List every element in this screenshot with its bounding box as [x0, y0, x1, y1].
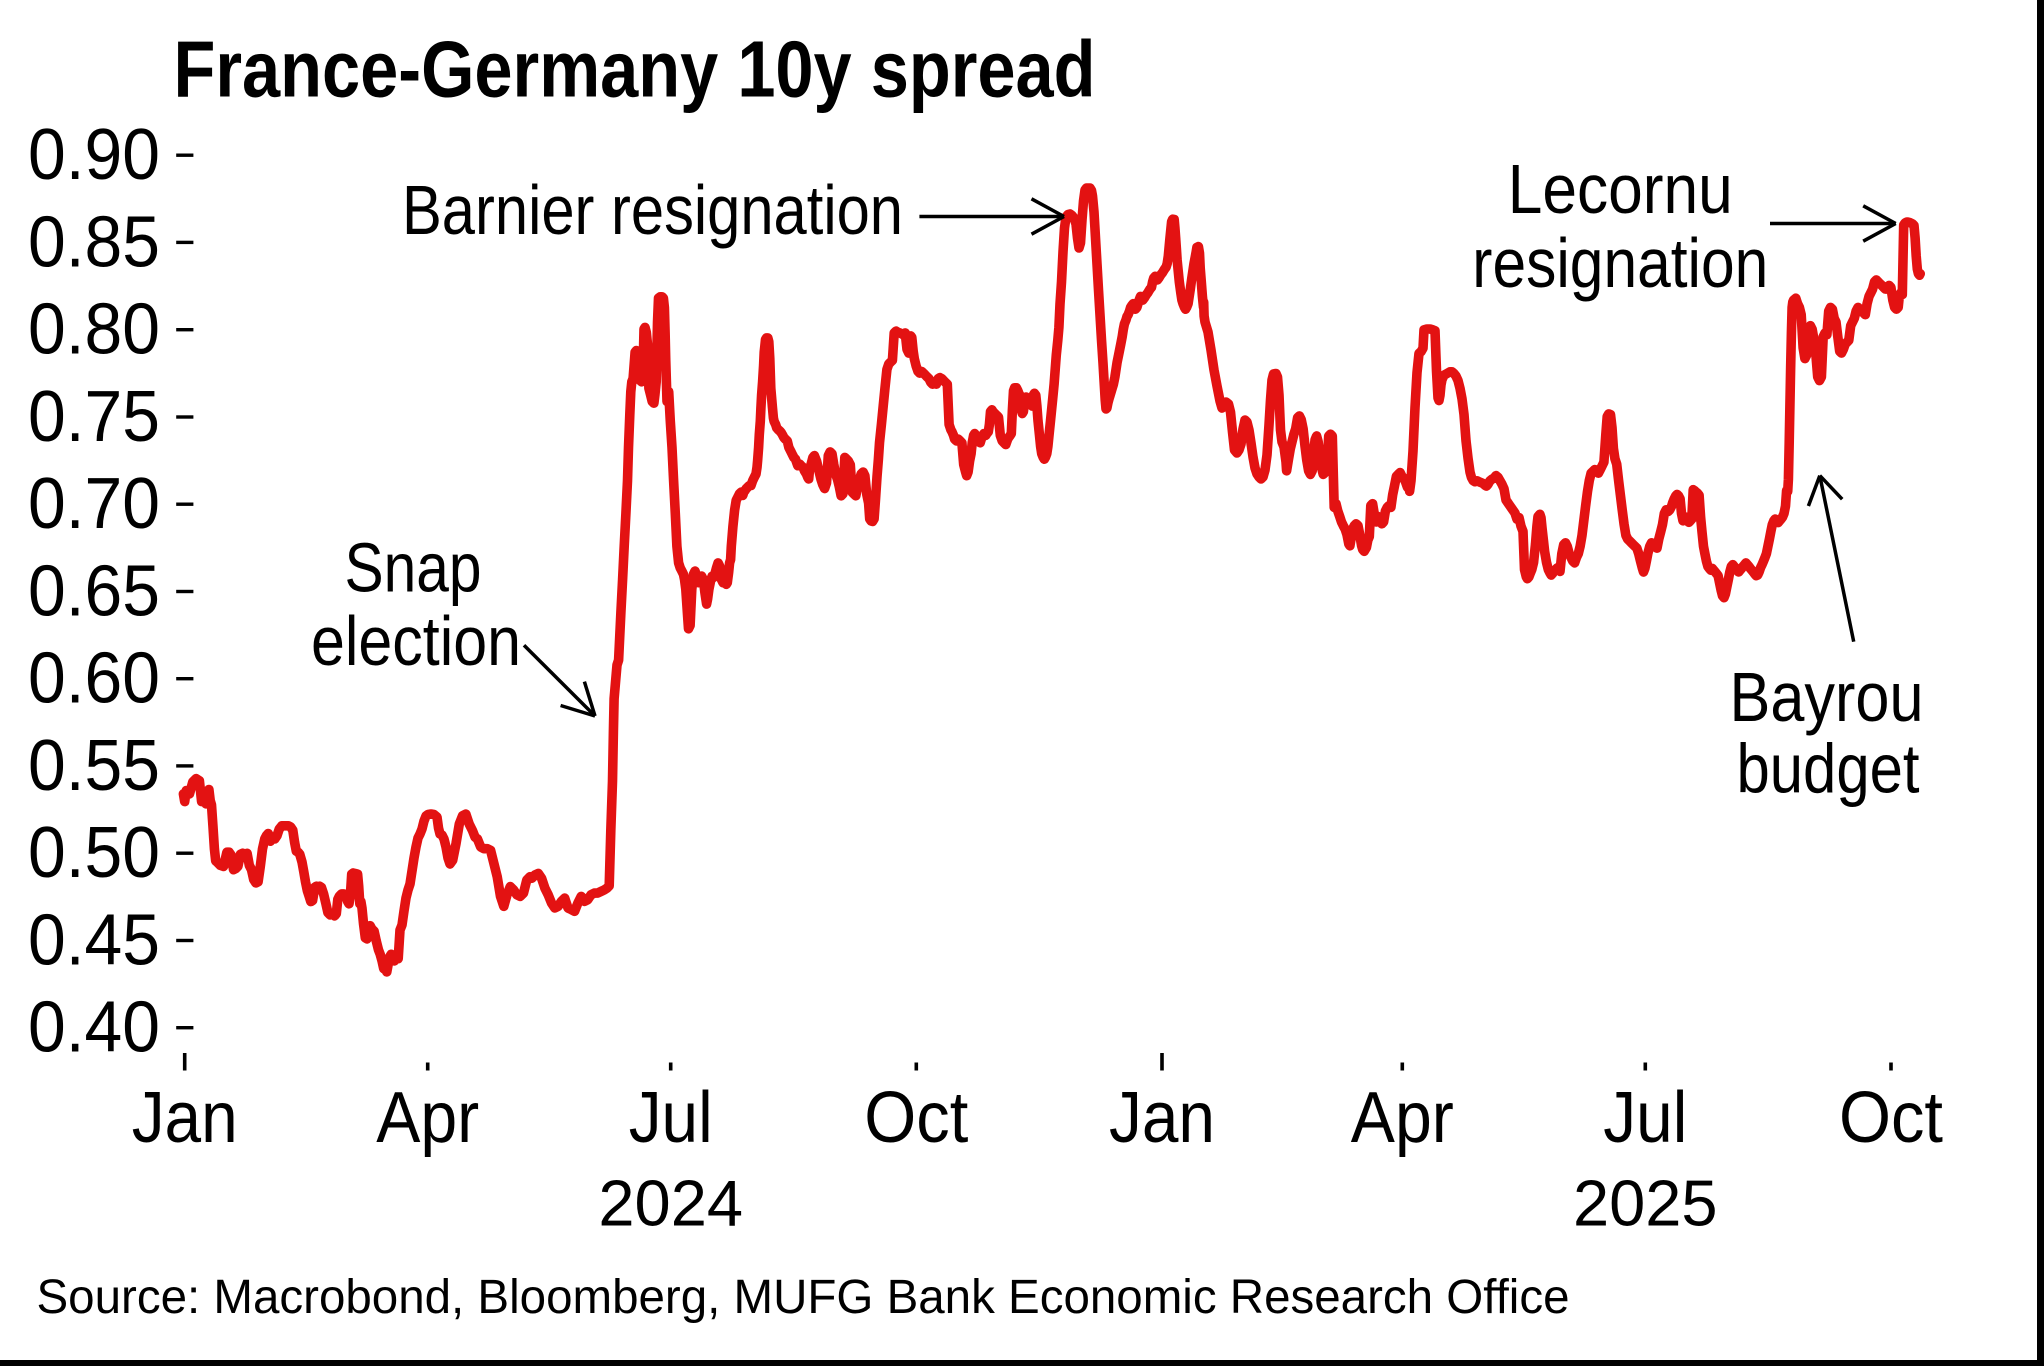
svg-text:Lecornu: Lecornu [1508, 150, 1733, 228]
svg-text:Apr: Apr [1351, 1078, 1454, 1158]
svg-text:Apr: Apr [376, 1078, 479, 1158]
svg-text:France-Germany 10y spread: France-Germany 10y spread [174, 24, 1096, 113]
svg-text:Jul: Jul [629, 1078, 713, 1158]
svg-text:Jan: Jan [1109, 1078, 1215, 1158]
svg-text:0.45: 0.45 [28, 901, 160, 981]
svg-text:Jan: Jan [132, 1078, 238, 1158]
svg-text:resignation: resignation [1472, 224, 1768, 302]
svg-text:election: election [311, 602, 521, 680]
svg-text:0.55: 0.55 [28, 726, 160, 806]
svg-text:0.85: 0.85 [28, 202, 160, 282]
svg-text:0.40: 0.40 [28, 988, 160, 1068]
svg-text:budget: budget [1737, 730, 1920, 808]
svg-text:Oct: Oct [864, 1078, 968, 1158]
svg-text:0.65: 0.65 [28, 552, 160, 632]
svg-text:2024: 2024 [598, 1167, 743, 1240]
svg-text:Jul: Jul [1603, 1078, 1687, 1158]
svg-text:Barnier resignation: Barnier resignation [402, 171, 903, 249]
svg-text:2025: 2025 [1573, 1167, 1718, 1240]
svg-text:0.70: 0.70 [28, 464, 160, 544]
svg-text:Bayrou: Bayrou [1730, 658, 1924, 736]
svg-text:Oct: Oct [1839, 1078, 1943, 1158]
svg-text:0.50: 0.50 [28, 813, 160, 893]
svg-text:0.80: 0.80 [28, 290, 160, 370]
svg-text:Source: Macrobond, Bloomberg,: Source: Macrobond, Bloomberg, MUFG Bank … [37, 1271, 1570, 1324]
svg-text:0.90: 0.90 [28, 115, 160, 195]
svg-text:0.75: 0.75 [28, 377, 160, 457]
svg-text:Snap: Snap [345, 528, 482, 606]
svg-text:0.60: 0.60 [28, 639, 160, 719]
